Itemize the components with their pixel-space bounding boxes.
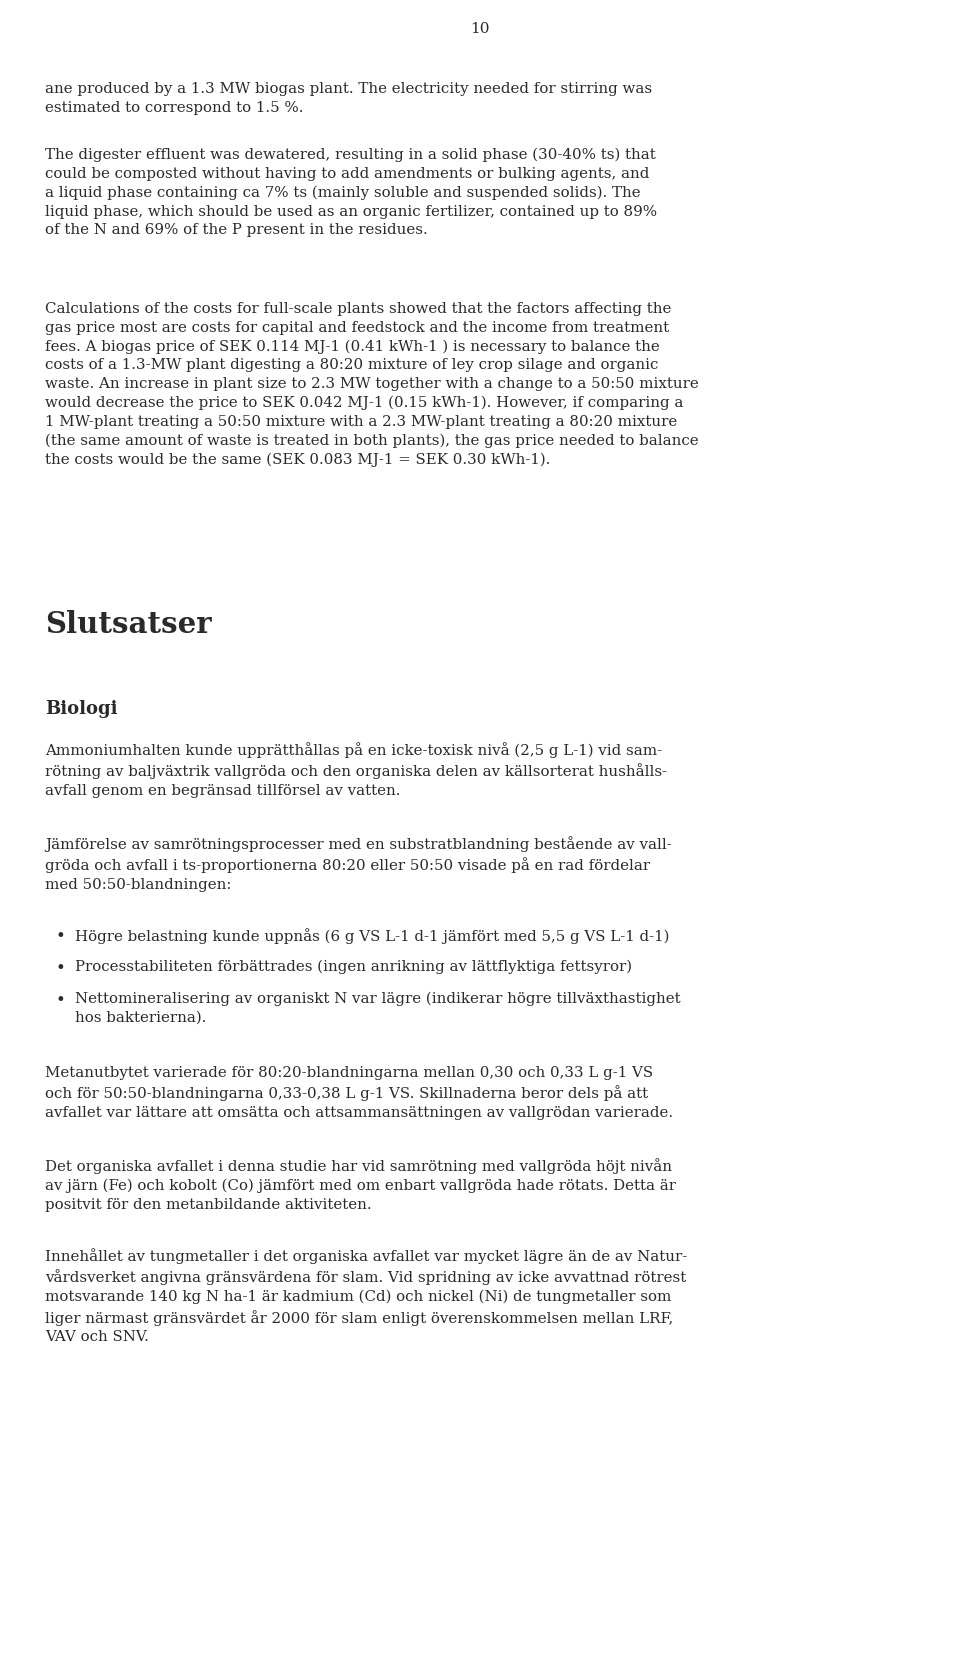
Text: Ammoniumhalten kunde upprätthållas på en icke-toxisk nivå (2,5 g L-1) vid sam-
r: Ammoniumhalten kunde upprätthållas på en… (45, 741, 667, 798)
Text: •: • (55, 992, 64, 1009)
Text: Innehållet av tungmetaller i det organiska avfallet var mycket lägre än de av Na: Innehållet av tungmetaller i det organis… (45, 1247, 687, 1344)
Text: Metanutbytet varierade för 80:20-blandningarna mellan 0,30 och 0,33 L g-1 VS
och: Metanutbytet varierade för 80:20-blandni… (45, 1065, 673, 1121)
Text: Nettomineralisering av organiskt N var lägre (indikerar högre tillväxthastighet
: Nettomineralisering av organiskt N var l… (75, 992, 681, 1025)
Text: ane produced by a 1.3 MW biogas plant. The electricity needed for stirring was
e: ane produced by a 1.3 MW biogas plant. T… (45, 82, 652, 115)
Text: Jämförelse av samrötningsprocesser med en substratblandning bestående av vall-
g: Jämförelse av samrötningsprocesser med e… (45, 837, 672, 892)
Text: •: • (55, 960, 64, 977)
Text: Högre belastning kunde uppnås (6 g VS L-1 d-1 jämfört med 5,5 g VS L-1 d-1): Högre belastning kunde uppnås (6 g VS L-… (75, 929, 669, 944)
Text: Calculations of the costs for full-scale plants showed that the factors affectin: Calculations of the costs for full-scale… (45, 302, 699, 468)
Text: •: • (55, 929, 64, 945)
Text: The digester effluent was dewatered, resulting in a solid phase (30-40% ts) that: The digester effluent was dewatered, res… (45, 149, 658, 237)
Text: Slutsatser: Slutsatser (45, 610, 211, 640)
Text: Processtabiliteten förbättrades (ingen anrikning av lättflyktiga fettsyror): Processtabiliteten förbättrades (ingen a… (75, 960, 632, 974)
Text: Det organiska avfallet i denna studie har vid samrötning med vallgröda höjt nivå: Det organiska avfallet i denna studie ha… (45, 1157, 676, 1212)
Text: 10: 10 (470, 22, 490, 37)
Text: Biologi: Biologi (45, 700, 117, 718)
